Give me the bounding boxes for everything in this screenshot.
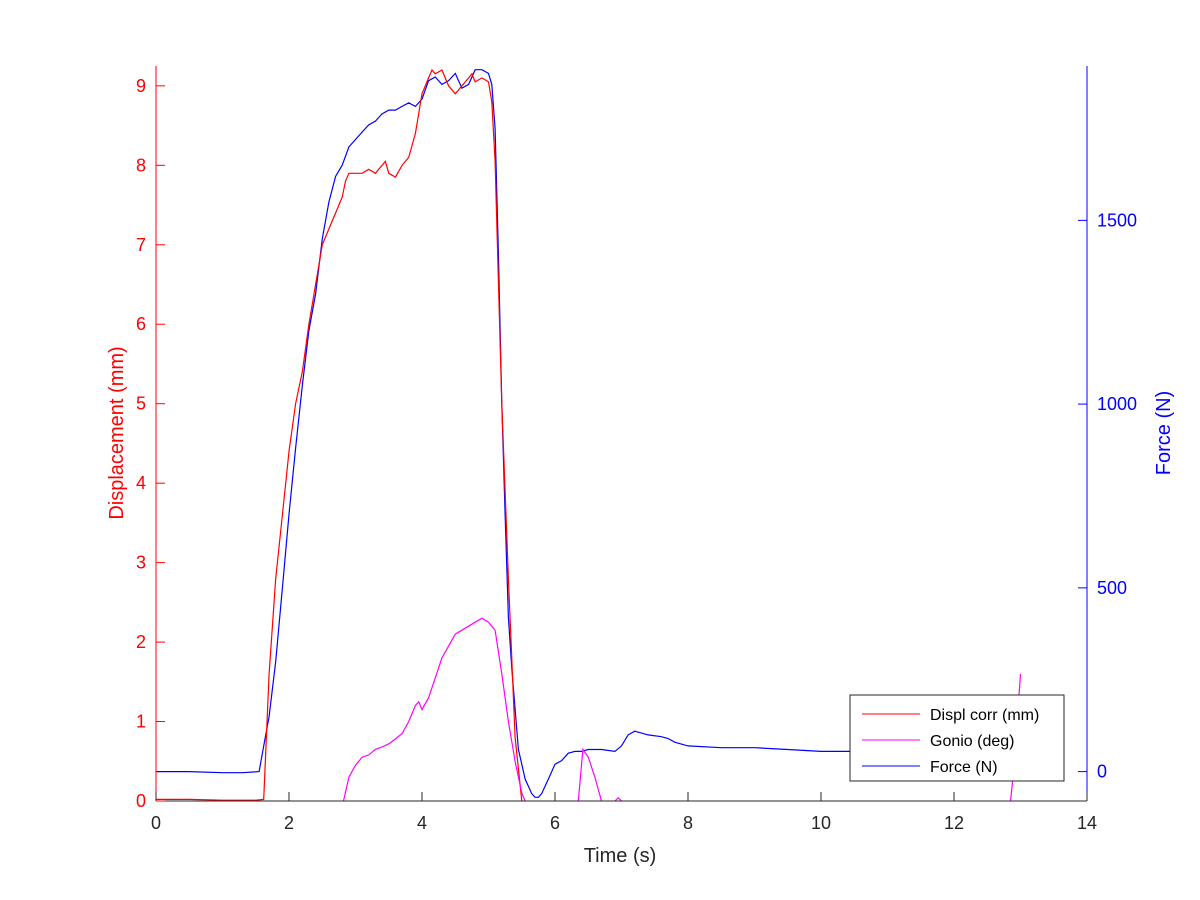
y-left-tick-label: 9 <box>136 76 146 96</box>
x-tick-label: 14 <box>1077 813 1097 833</box>
series-gonio-line-2 <box>577 747 603 801</box>
y-right-tick-label: 1000 <box>1097 394 1137 414</box>
y-left-tick-label: 7 <box>136 235 146 255</box>
y-left-tick-label: 2 <box>136 632 146 652</box>
legend-box <box>849 694 1065 782</box>
series-displacement-line <box>156 68 523 801</box>
x-tick-label: 12 <box>944 813 964 833</box>
y-left-tick-label: 3 <box>136 553 146 573</box>
x-tick-label: 8 <box>683 813 693 833</box>
series-layer <box>156 68 1022 801</box>
y-right-tick-label: 1500 <box>1097 210 1137 230</box>
y-right-tick-label: 0 <box>1097 762 1107 782</box>
legend-label-displacement: Displ corr (mm) <box>930 707 1039 724</box>
x-axis-title: Time (s) <box>584 845 657 867</box>
y-left-tick-label: 0 <box>136 791 146 811</box>
y-left-tick-label: 5 <box>136 394 146 414</box>
y-right-tick-label: 500 <box>1097 578 1127 598</box>
series-force-line <box>156 69 855 798</box>
x-tick-label: 0 <box>151 813 161 833</box>
x-tick-label: 6 <box>550 813 560 833</box>
x-tick-label: 10 <box>811 813 831 833</box>
legend-label-force: Force (N) <box>930 759 998 776</box>
legend-label-gonio: Gonio (deg) <box>930 733 1015 750</box>
y-left-tick-label: 8 <box>136 155 146 175</box>
y-left-axis-title: Displacement (mm) <box>106 346 128 519</box>
x-tick-label: 4 <box>417 813 427 833</box>
y-left-tick-label: 6 <box>136 314 146 334</box>
legend: Displ corr (mm) Gonio (deg) Force (N) <box>849 694 1065 782</box>
y-right-axis-title: Force (N) <box>1153 391 1175 475</box>
series-gonio-line-3 <box>614 796 622 801</box>
series-gonio-line-1 <box>342 617 526 801</box>
x-tick-label: 2 <box>284 813 294 833</box>
y-left-tick-label: 1 <box>136 712 146 732</box>
y-left-tick-label: 4 <box>136 473 146 493</box>
